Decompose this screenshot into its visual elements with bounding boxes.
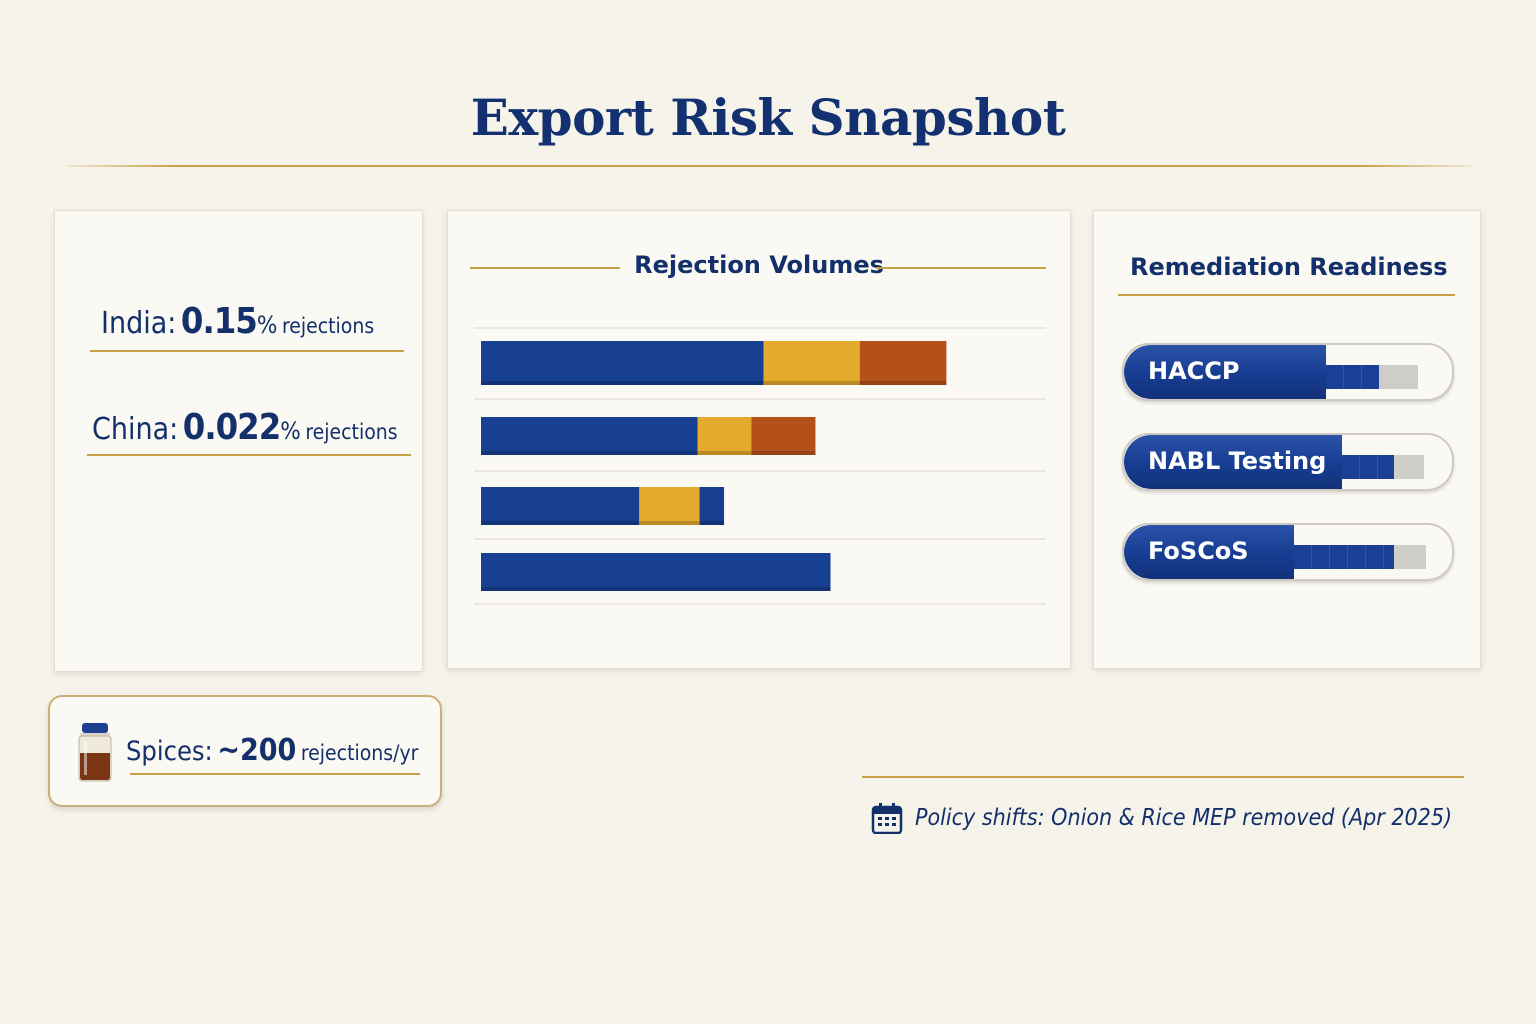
china-unit: rejections xyxy=(305,420,398,444)
spices-rejections-card: Spices: ~200 rejections/yr xyxy=(48,695,442,807)
spices-label: Spices: xyxy=(126,736,213,767)
china-rejection-stat: China: 0.022% rejections xyxy=(92,407,398,448)
readiness-heading-rule xyxy=(1118,294,1455,296)
readiness-pill-label-fill xyxy=(1124,435,1342,489)
readiness-label-haccp: HACCP xyxy=(1148,357,1240,385)
calendar-icon xyxy=(871,803,903,834)
remediation-readiness-heading: Remediation Readiness xyxy=(1130,253,1448,281)
policy-divider xyxy=(862,776,1464,778)
heading-rule-left xyxy=(470,267,620,269)
readiness-pill-label-fill xyxy=(1124,345,1326,399)
rejection-rate-panel: India: 0.15% rejections China: 0.022% re… xyxy=(54,210,423,672)
readiness-label-foscos: FoSCoS xyxy=(1148,537,1249,565)
bar-row-3-shadow xyxy=(481,521,725,525)
page-title: Export Risk Snapshot xyxy=(470,88,1066,147)
bar-row-1-segment-2 xyxy=(763,341,860,385)
policy-shifts-note: Policy shifts: Onion & Rice MEP removed … xyxy=(915,805,1453,831)
china-value: 0.022 xyxy=(182,407,281,448)
bar-row-1-shadow xyxy=(481,381,947,385)
readiness-progress-nabl-testing xyxy=(1342,455,1395,479)
rejection-volumes-chart xyxy=(474,327,1046,605)
readiness-track-nabl-testing xyxy=(1342,455,1424,479)
rejection-volumes-panel: Rejection Volumes xyxy=(447,210,1071,669)
bar-row-1-segment-3 xyxy=(859,341,947,385)
readiness-pill-label-fill xyxy=(1124,525,1294,579)
spices-value: ~200 xyxy=(217,733,297,768)
india-rejection-stat: India: 0.15% rejections xyxy=(101,301,374,342)
readiness-progress-haccp xyxy=(1326,365,1380,389)
readiness-pill-foscos: FoSCoS xyxy=(1122,523,1454,581)
bar-row-3-segment-4 xyxy=(699,487,725,525)
readiness-pill-nabl-testing: NABL Testing xyxy=(1122,433,1454,491)
remediation-readiness-panel: Remediation Readiness HACCP NABL Testing… xyxy=(1093,210,1481,669)
readiness-label-nabl-testing: NABL Testing xyxy=(1148,447,1327,475)
readiness-track-foscos xyxy=(1294,545,1426,569)
readiness-pill-haccp: HACCP xyxy=(1122,343,1454,401)
spice-jar-icon xyxy=(78,723,112,782)
bar-row-4-segment-1 xyxy=(481,553,831,591)
india-percent-sign: % xyxy=(256,311,278,339)
india-label: India: xyxy=(101,306,177,341)
heading-rule-right xyxy=(876,267,1046,269)
china-percent-sign: % xyxy=(280,417,301,445)
china-label: China: xyxy=(92,412,179,447)
bar-row-4-shadow xyxy=(481,587,831,591)
india-value: 0.15 xyxy=(180,301,258,342)
title-divider xyxy=(66,165,1471,167)
bar-row-3-segment-1 xyxy=(481,487,640,525)
spices-underline xyxy=(130,773,420,775)
bar-row-3-segment-2 xyxy=(639,487,700,525)
bar-row-2-segment-3 xyxy=(751,417,816,455)
bar-row-2-segment-1 xyxy=(481,417,698,455)
india-underline xyxy=(90,350,404,352)
rejection-volumes-heading: Rejection Volumes xyxy=(634,251,884,279)
india-unit: rejections xyxy=(281,314,375,338)
spices-stat: Spices: ~200 rejections/yr xyxy=(126,733,418,768)
spices-unit: rejections/yr xyxy=(300,741,419,765)
readiness-track-haccp xyxy=(1326,365,1418,389)
bar-row-1-segment-1 xyxy=(481,341,764,385)
bar-row-2-shadow xyxy=(481,451,816,455)
china-underline xyxy=(87,454,411,456)
readiness-progress-foscos xyxy=(1294,545,1395,569)
bar-row-2-segment-2 xyxy=(697,417,752,455)
